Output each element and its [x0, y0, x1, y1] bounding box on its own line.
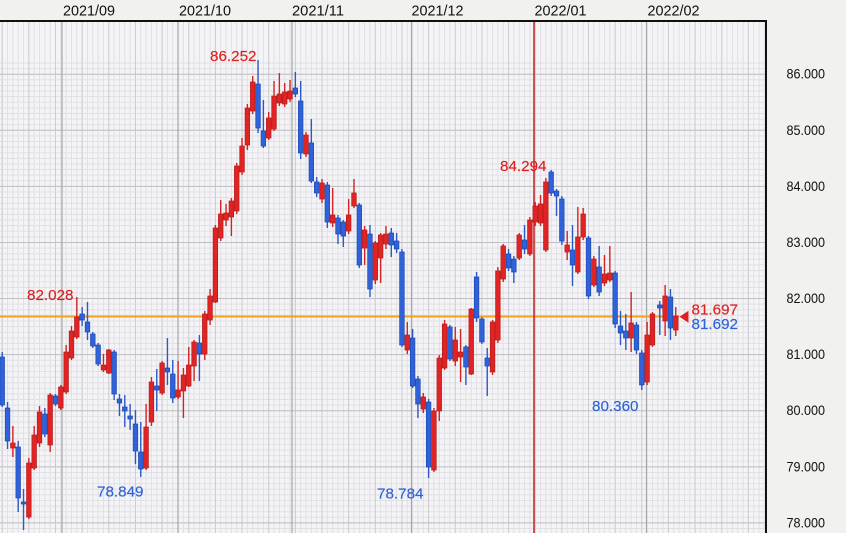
svg-text:85.000: 85.000	[787, 122, 826, 138]
svg-text:80.360: 80.360	[592, 399, 639, 415]
svg-text:81.697: 81.697	[692, 303, 739, 319]
svg-text:78.784: 78.784	[377, 487, 424, 503]
svg-text:84.000: 84.000	[787, 178, 826, 194]
svg-text:2021/12: 2021/12	[412, 3, 464, 20]
svg-text:2022/01: 2022/01	[535, 3, 587, 20]
svg-text:2021/11: 2021/11	[292, 3, 344, 20]
svg-text:80.000: 80.000	[787, 402, 826, 418]
svg-text:86.000: 86.000	[787, 66, 826, 82]
svg-text:86.252: 86.252	[210, 49, 257, 65]
svg-text:81.000: 81.000	[787, 346, 826, 362]
svg-text:84.294: 84.294	[500, 159, 547, 175]
svg-text:82.028: 82.028	[27, 288, 74, 304]
svg-text:2021/10: 2021/10	[179, 3, 231, 20]
svg-text:78.000: 78.000	[787, 514, 826, 530]
svg-text:2022/02: 2022/02	[648, 3, 700, 20]
svg-text:2021/09: 2021/09	[63, 3, 115, 20]
svg-text:83.000: 83.000	[787, 234, 826, 250]
svg-text:78.849: 78.849	[97, 485, 144, 501]
svg-text:82.000: 82.000	[787, 290, 826, 306]
svg-text:79.000: 79.000	[787, 458, 826, 474]
svg-text:81.692: 81.692	[692, 317, 739, 333]
